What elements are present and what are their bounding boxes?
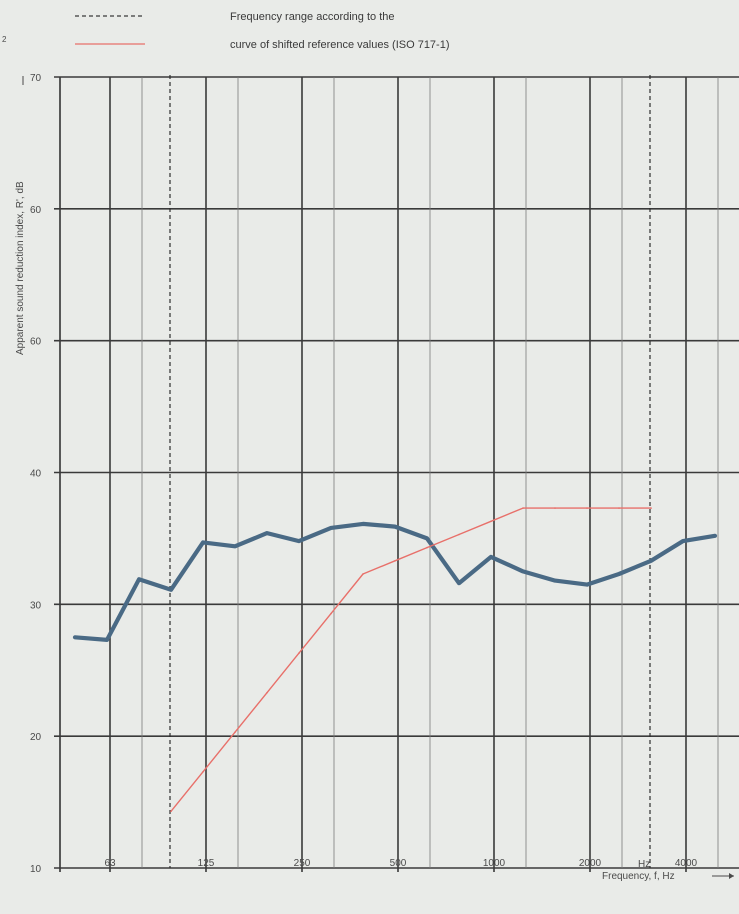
series-0-point-3150 xyxy=(649,559,653,563)
grid xyxy=(54,76,739,872)
legend-label-range: Frequency range according to the xyxy=(230,11,395,23)
y-tick-labels: 10 20 30 40 60 60 70 xyxy=(30,73,42,875)
y-axis-title: Apparent sound reduction index, R', dB xyxy=(15,181,26,355)
x-tick-63: 63 xyxy=(104,858,116,869)
series-0-point-1250 xyxy=(521,569,525,574)
series-0-point-1600 xyxy=(553,579,557,583)
series-line-0 xyxy=(72,521,718,643)
x-tick-500: 500 xyxy=(390,858,407,869)
series-0-point-250 xyxy=(297,539,301,543)
series-0-point-100 xyxy=(169,588,173,592)
x-tick-labels: 63 125 250 500 1000 2000 4000 xyxy=(104,858,697,869)
series-0-point-4000 xyxy=(681,539,685,543)
series-0-point-50 xyxy=(73,635,77,639)
series-0-point-2500 xyxy=(617,572,621,576)
series-1-point-400 xyxy=(362,573,364,575)
series-0-point-5000 xyxy=(713,534,717,538)
series-0-point-315 xyxy=(329,526,333,530)
series-1-point-630 xyxy=(426,546,428,549)
y-tick-60: 60 xyxy=(30,205,42,216)
series-1-point-160 xyxy=(234,731,236,733)
series-1-point-3150 xyxy=(650,507,652,509)
series-1-point-1600 xyxy=(554,507,556,509)
series-0-point-500 xyxy=(393,525,397,529)
y-tick-30: 30 xyxy=(30,600,42,611)
corner-mark: 2 xyxy=(2,35,7,44)
series-0-point-160 xyxy=(233,544,237,548)
legend-label-reference: curve of shifted reference values (ISO 7… xyxy=(230,39,450,51)
series-0-point-125 xyxy=(201,540,205,545)
x-axis-title: Frequency, f, Hz xyxy=(602,871,675,882)
y-tick-50: 60 xyxy=(30,337,42,348)
frequency-range-markers xyxy=(169,75,651,868)
x-tick-250: 250 xyxy=(294,858,311,869)
series-1-point-800 xyxy=(458,533,460,536)
series-line-1 xyxy=(170,507,652,812)
series-0-point-2000 xyxy=(585,583,589,587)
series-1-point-500 xyxy=(394,560,396,562)
series-lines xyxy=(72,507,718,812)
x-tick-1000: 1000 xyxy=(483,858,506,869)
x-tick-4000: 4000 xyxy=(675,858,698,869)
x-axis-arrowhead xyxy=(729,873,734,879)
series-0-point-80 xyxy=(137,577,141,581)
series-0-point-400 xyxy=(361,522,365,526)
series-0-point-1000 xyxy=(489,555,493,559)
series-1-point-250 xyxy=(298,652,300,654)
series-0-point-630 xyxy=(425,536,429,541)
series-0-point-800 xyxy=(457,581,461,585)
legend: Frequency range according to the curve o… xyxy=(75,11,450,51)
series-1-point-100 xyxy=(170,810,172,813)
series-1-point-2500 xyxy=(618,507,620,509)
series-1-point-1250 xyxy=(522,507,524,509)
series-points xyxy=(73,507,717,813)
series-1-point-200 xyxy=(266,691,268,694)
x-unit-label: Hz xyxy=(638,859,650,870)
x-tick-125: 125 xyxy=(198,858,215,869)
y-tick-40: 40 xyxy=(30,469,42,480)
series-1-point-125 xyxy=(202,771,204,773)
series-1-point-2000 xyxy=(586,507,588,509)
series-1-point-1000 xyxy=(490,520,492,523)
y-tick-70: 70 xyxy=(30,73,42,84)
x-tick-2000: 2000 xyxy=(579,858,602,869)
series-1-point-315 xyxy=(330,612,332,615)
series-0-point-63 xyxy=(105,638,109,642)
series-0-point-200 xyxy=(265,531,269,535)
y-tick-20: 20 xyxy=(30,732,42,743)
y-tick-10: 10 xyxy=(30,864,42,875)
